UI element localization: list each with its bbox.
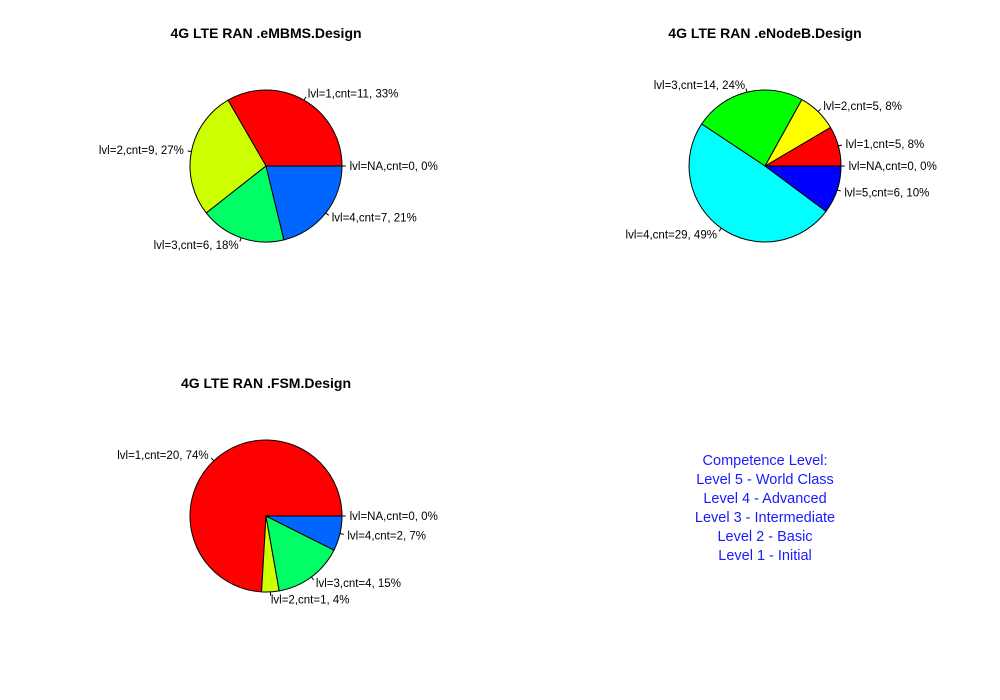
pie-slice-label: lvl=NA,cnt=0, 0% [849,161,937,173]
pie-title: 4G LTE RAN .eMBMS.Design [170,25,361,41]
pie-label-leader [303,96,307,101]
legend-line-level-3: Level 3 - Intermediate [694,510,836,526]
pie-slice-label: lvl=2,cnt=1, 4% [271,594,350,606]
pie-chart-1: 4G LTE RAN .eMBMS.Design lvl=NA,cnt=0, 0%… [99,25,438,252]
pie-label-leader [339,533,344,535]
pie-slice-label: lvl=1,cnt=5, 8% [846,139,925,151]
pie-slice-label: lvl=1,cnt=11, 33% [308,89,399,101]
pie-slice-label: lvl=3,cnt=6, 18% [154,240,239,252]
pie-slice [763,165,842,213]
legend-line-level-2: Level 2 - Basic [717,529,813,545]
legend-heading: Competence Level: [702,453,828,469]
legend-line-level-4: Level 4 - Advanced [703,491,827,507]
pie-label-leader [836,189,841,192]
pie-slice-label: lvl=5,cnt=6, 10% [844,187,929,199]
pie-title: 4G LTE RAN .FSM.Design [181,375,351,391]
pie-label-leader [838,144,843,147]
pie-label-leader [187,150,192,153]
pie-slice-label: lvl=NA,cnt=0, 0% [350,511,438,523]
pie-slice-label: lvl=4,cnt=29, 49% [626,229,717,241]
pie-slice [700,89,803,167]
pie-slice-label: lvl=2,cnt=9, 27% [99,145,184,157]
pie-slice-label: lvl=4,cnt=2, 7% [347,530,426,542]
pie-slice-label: lvl=2,cnt=5, 8% [823,101,902,113]
legend-line-level-5: Level 5 - World Class [696,472,834,488]
pie-chart-3: 4G LTE RAN .FSM.Design lvl=NA,cnt=0, 0% lv… [117,375,438,606]
pie-slice-label: lvl=3,cnt=14, 24% [654,80,745,92]
pie-label-leader [817,108,822,112]
pie-slice-label: lvl=NA,cnt=0, 0% [350,161,438,173]
pie-label-leader [325,212,330,216]
pie-label-leader [745,88,748,93]
pie-label-leader [210,457,215,462]
pie-slice-label: lvl=4,cnt=7, 21% [332,213,417,225]
pie-slice-label: lvl=3,cnt=4, 15% [316,578,401,590]
pie-title: 4G LTE RAN .eNodeB.Design [668,25,861,41]
pie-label-leader [718,227,722,232]
pie-label-leader [239,237,242,242]
pie-label-leader [310,576,315,581]
pie-slice [688,123,827,243]
competence-level-legend: Competence Level: Level 5 - World Class … [640,452,890,566]
legend-line-level-1: Level 1 - Initial [718,548,812,564]
pie-slice-label: lvl=1,cnt=20, 74% [117,450,208,462]
pie-slice [265,515,343,551]
pie-chart-2: 4G LTE RAN .eNodeB.Design lvl=NA,cnt=0, 0… [626,25,937,243]
